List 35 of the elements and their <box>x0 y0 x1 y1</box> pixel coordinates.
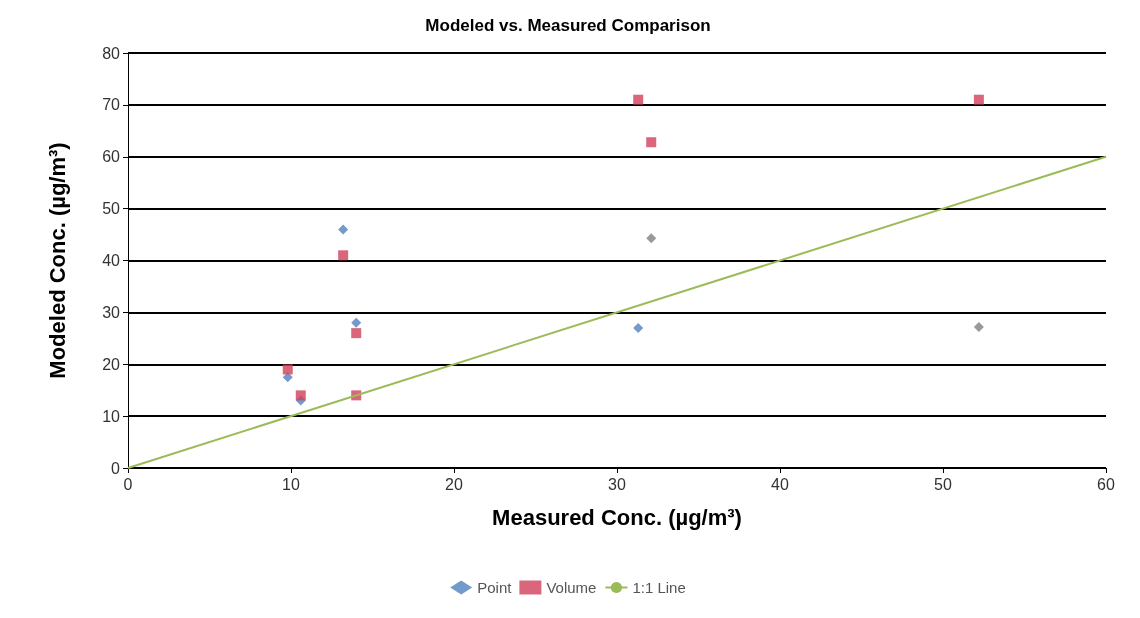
y-tick-label: 20 <box>102 355 121 373</box>
point <box>973 321 984 332</box>
point <box>633 322 644 333</box>
y-tick-label: 70 <box>102 96 121 114</box>
x-tick-label: 30 <box>608 475 626 493</box>
y-tick-label: 50 <box>102 200 121 218</box>
point <box>338 224 349 235</box>
point <box>295 390 306 401</box>
legend-label: Volume <box>546 579 597 596</box>
y-tick-label: 60 <box>102 148 121 166</box>
point <box>973 94 984 105</box>
point <box>338 250 349 261</box>
y-tick-label: 30 <box>102 303 121 321</box>
y-tick-label: 80 <box>102 44 121 62</box>
point <box>646 233 657 244</box>
point <box>282 372 293 383</box>
x-axis-title: Measured Conc. (µg/m³) <box>492 504 742 530</box>
x-tick-label: 40 <box>771 475 789 493</box>
point <box>351 317 362 328</box>
y-tick-label: 0 <box>111 459 121 477</box>
point <box>351 328 362 339</box>
y-tick-label: 40 <box>102 252 121 269</box>
y-axis-title: Modeled Conc. (µg/m³) <box>44 142 70 379</box>
point <box>633 94 644 105</box>
legend-label: Point <box>477 579 513 596</box>
x-tick-label: 0 <box>123 475 133 493</box>
point <box>282 364 293 375</box>
point <box>646 137 657 148</box>
x-tick-label: 60 <box>1097 475 1115 493</box>
x-tick-label: 50 <box>934 475 952 493</box>
x-tick-label: 10 <box>282 475 300 493</box>
chart-title: Modeled vs. Measured Comparison <box>425 16 711 35</box>
x-tick-label: 20 <box>445 475 463 493</box>
legend-label: 1:1 Line <box>632 579 686 596</box>
y-tick-label: 10 <box>102 407 121 425</box>
